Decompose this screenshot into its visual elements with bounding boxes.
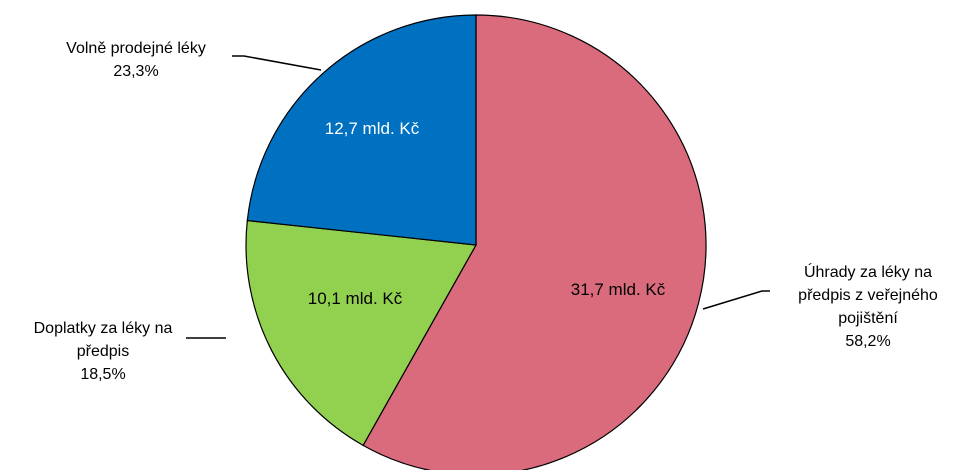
- pie-slice-doplatky: [245, 219, 477, 447]
- category-line-uhrady: předpis z veřejného: [798, 287, 938, 304]
- category-line-volne: Volně prodejné léky: [66, 40, 206, 57]
- category-line-uhrady: Úhrady za léky na: [804, 262, 932, 281]
- percent-label-volne: 23,3%: [113, 63, 158, 80]
- percent-label-doplatky: 18,5%: [80, 366, 125, 383]
- pie-slice-uhrady: [362, 14, 707, 470]
- pie-slice-volne: [246, 14, 477, 246]
- category-label-doplatky: Doplatky za léky na předpis 18,5%: [34, 320, 173, 383]
- category-line-doplatky: předpis: [77, 343, 129, 360]
- category-line-doplatky: Doplatky za léky na: [34, 320, 173, 337]
- value-label-uhrady: 31,7 mld. Kč: [571, 280, 666, 299]
- value-label-doplatky: 10,1 mld. Kč: [308, 289, 403, 308]
- category-label-uhrady: Úhrady za léky na předpis z veřejného poji…: [798, 262, 938, 350]
- leader-line-uhrady: [702, 290, 770, 310]
- value-label-volne: 12,7 mld. Kč: [325, 119, 420, 138]
- category-line-uhrady: pojištění: [838, 310, 898, 327]
- leader-line-volne: [232, 55, 322, 71]
- percent-label-uhrady: 58,2%: [845, 333, 890, 350]
- category-label-volne: Volně prodejné léky 23,3%: [66, 40, 206, 80]
